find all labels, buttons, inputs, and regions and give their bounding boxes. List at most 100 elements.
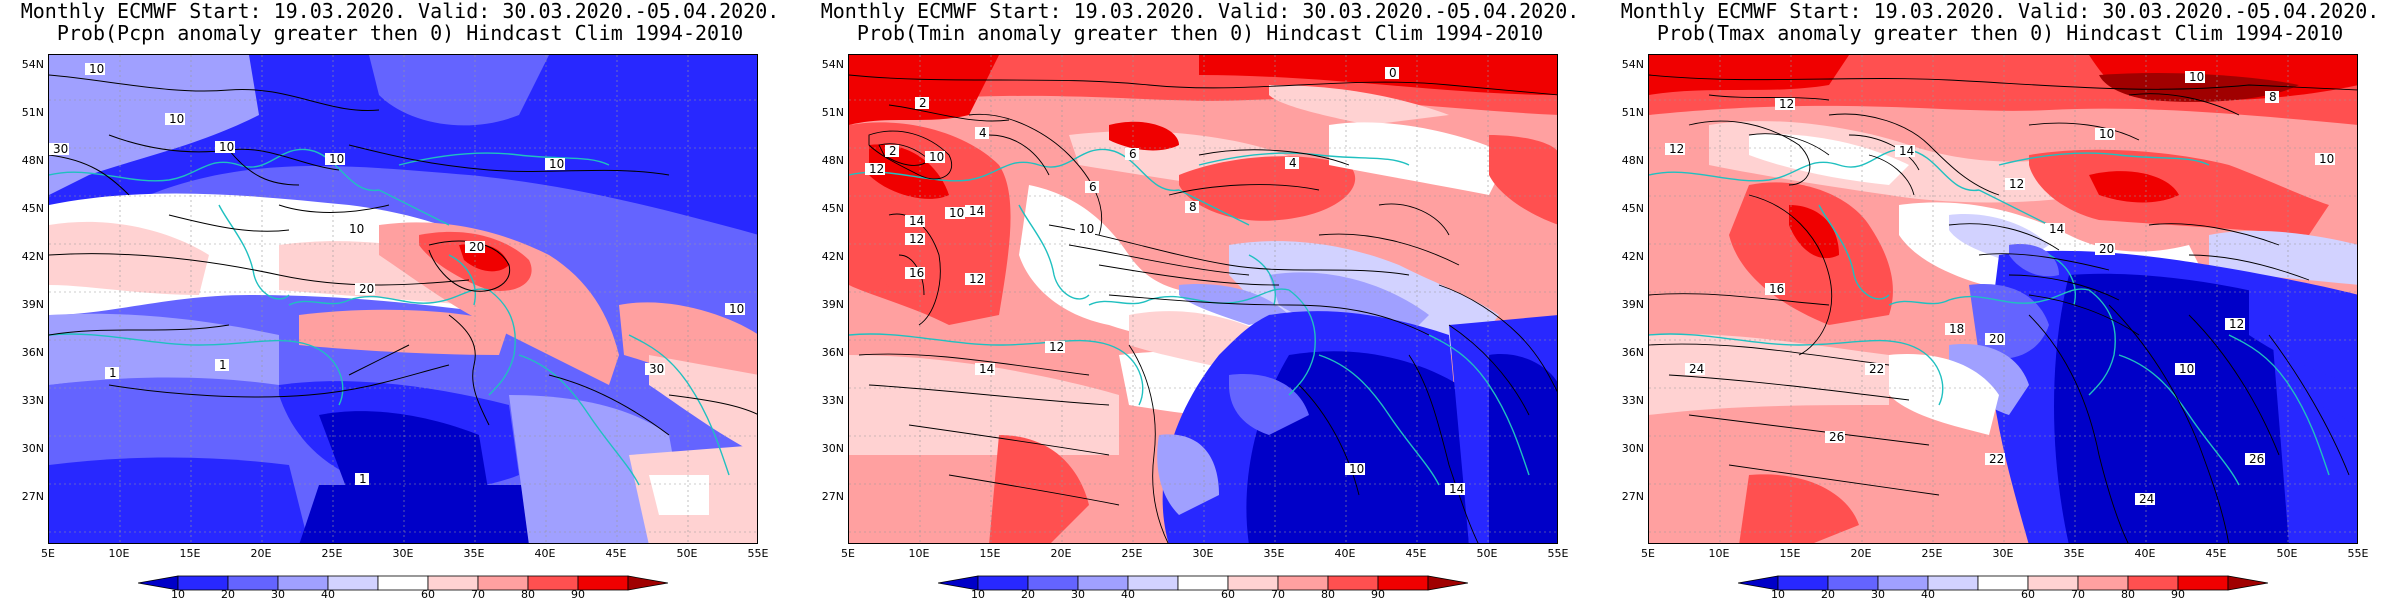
contour-label: 20 [469, 240, 484, 254]
contour-label: 1 [359, 472, 367, 486]
x-tick: 20E [1850, 547, 1872, 560]
contour-label: 10 [2099, 127, 2114, 141]
contour-label: 10 [219, 140, 234, 154]
x-tick: 45E [1405, 547, 1427, 560]
contour-label: 22 [1869, 362, 1884, 376]
y-tick: 39N [21, 298, 44, 311]
contour-label: 6 [1089, 180, 1097, 194]
colorbar-label: 80 [1321, 588, 1335, 601]
contour-label: 1 [109, 366, 117, 380]
x-tick: 55E [747, 547, 769, 560]
contour-label: 10 [169, 112, 184, 126]
contour-label: 2 [889, 144, 897, 158]
colorbar [938, 575, 1468, 591]
x-tick: 10E [908, 547, 930, 560]
contour-label: 20 [359, 282, 374, 296]
contour-labels: 2 0 2 4 6 4 6 10 12 14 12 10 16 14 12 10… [865, 66, 1465, 496]
y-tick: 36N [1621, 346, 1644, 359]
contour-label: 2 [919, 96, 927, 110]
contour-label: 6 [1129, 147, 1137, 161]
colorbar-label: 10 [971, 588, 985, 601]
contour-label: 12 [869, 162, 884, 176]
panel-precip: Monthly ECMWF Start: 19.03.2020. Valid: … [0, 0, 800, 601]
map-area: 2 0 2 4 6 4 6 10 12 14 12 10 16 14 12 10… [848, 54, 1558, 544]
y-tick: 30N [821, 442, 844, 455]
x-tick: 40E [2134, 547, 2156, 560]
colorbar-label: 90 [571, 588, 585, 601]
contour-labels: 10 10 10 30 10 10 10 20 20 1 1 1 30 10 [49, 62, 745, 486]
map-area: 12 10 8 10 14 12 10 12 16 18 20 22 24 26… [1648, 54, 2358, 544]
x-tick: 35E [1263, 547, 1285, 560]
y-tick: 33N [1621, 394, 1644, 407]
y-tick: 30N [1621, 442, 1644, 455]
contour-label: 10 [549, 157, 564, 171]
x-tick: 30E [1992, 547, 2014, 560]
contour-label: 10 [729, 302, 744, 316]
contour-label: 10 [349, 222, 364, 236]
colorbar-label: 30 [1071, 588, 1085, 601]
contour-label: 12 [1049, 340, 1064, 354]
y-tick: 54N [821, 58, 844, 71]
colorbar-label: 60 [1221, 588, 1235, 601]
map-svg: 10 10 10 30 10 10 10 20 20 1 1 1 30 10 [49, 55, 757, 543]
x-tick: 10E [108, 547, 130, 560]
contour-label: 1 [219, 358, 227, 372]
colorbar-label: 40 [1921, 588, 1935, 601]
colorbar-label: 70 [1271, 588, 1285, 601]
x-tick: 55E [1547, 547, 1569, 560]
contour-label: 16 [909, 266, 924, 280]
y-tick: 33N [821, 394, 844, 407]
y-tick: 48N [821, 154, 844, 167]
y-tick: 54N [1621, 58, 1644, 71]
contour-label: 10 [329, 152, 344, 166]
colorbar-label: 70 [471, 588, 485, 601]
contour-label: 4 [979, 126, 987, 140]
x-tick: 20E [1050, 547, 1072, 560]
contour-label: 26 [1829, 430, 1844, 444]
x-tick: 55E [2347, 547, 2369, 560]
y-tick: 42N [1621, 250, 1644, 263]
contour-label: 10 [1349, 462, 1364, 476]
contour-label: 10 [2179, 362, 2194, 376]
x-tick: 30E [1192, 547, 1214, 560]
contour-label: 24 [1689, 362, 1704, 376]
x-tick: 20E [250, 547, 272, 560]
panel-title-line2: Prob(Tmin anomaly greater then 0) Hindca… [856, 21, 1544, 45]
y-tick: 45N [21, 202, 44, 215]
contour-label: 4 [1289, 156, 1297, 170]
y-tick: 39N [1621, 298, 1644, 311]
contour-label: 14 [969, 204, 984, 218]
x-tick: 25E [321, 547, 343, 560]
contour-label: 12 [1779, 97, 1794, 111]
x-tick: 35E [463, 547, 485, 560]
colorbar-label: 80 [2121, 588, 2135, 601]
x-tick: 40E [1334, 547, 1356, 560]
contour-label: 14 [1449, 482, 1464, 496]
contour-label: 16 [1769, 282, 1784, 296]
colorbar-label: 70 [2071, 588, 2085, 601]
x-tick: 15E [1779, 547, 1801, 560]
contour-label: 10 [949, 206, 964, 220]
contour-label: 14 [1899, 144, 1914, 158]
x-tick: 50E [676, 547, 698, 560]
contour-label: 12 [2009, 177, 2024, 191]
y-tick: 51N [821, 106, 844, 119]
colorbar-label: 20 [221, 588, 235, 601]
contour-label: 20 [1989, 332, 2004, 346]
y-tick: 42N [821, 250, 844, 263]
colorbar-label: 90 [1371, 588, 1385, 601]
colorbar-label: 20 [1021, 588, 1035, 601]
x-tick: 5E [1641, 547, 1655, 560]
colorbar-label: 60 [421, 588, 435, 601]
y-tick: 27N [821, 490, 844, 503]
x-tick: 15E [179, 547, 201, 560]
contour-label: 24 [2139, 492, 2154, 506]
y-tick: 48N [21, 154, 44, 167]
contour-label: 14 [2049, 222, 2064, 236]
contour-label: 10 [929, 150, 944, 164]
contour-label: 18 [1949, 322, 1964, 336]
y-tick: 36N [821, 346, 844, 359]
y-tick: 45N [1621, 202, 1644, 215]
y-tick: 54N [21, 58, 44, 71]
panel-title-line1: Monthly ECMWF Start: 19.03.2020. Valid: … [820, 0, 1580, 23]
